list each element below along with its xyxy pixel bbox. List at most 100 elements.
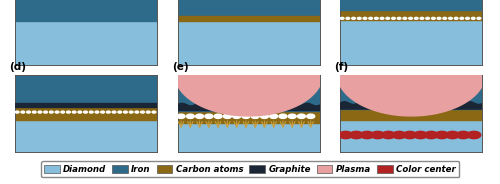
Text: (f): (f) (334, 62, 348, 72)
Circle shape (61, 111, 64, 113)
Circle shape (260, 114, 268, 118)
Bar (178, 111, 320, 123)
Circle shape (177, 114, 185, 118)
Circle shape (380, 17, 384, 19)
Circle shape (460, 17, 464, 19)
Circle shape (224, 114, 232, 118)
Circle shape (130, 111, 133, 113)
Circle shape (270, 114, 278, 118)
Circle shape (205, 114, 213, 118)
Text: (e): (e) (172, 62, 188, 72)
Bar (15, 120, 158, 152)
Circle shape (38, 111, 42, 113)
Circle shape (78, 111, 82, 113)
Circle shape (477, 17, 481, 19)
Polygon shape (174, 74, 323, 116)
Polygon shape (337, 74, 486, 116)
Circle shape (448, 17, 452, 19)
Circle shape (466, 17, 469, 19)
Circle shape (374, 17, 378, 19)
Circle shape (414, 131, 428, 139)
Circle shape (414, 17, 418, 19)
Circle shape (358, 17, 361, 19)
Bar (340, 0, 482, 10)
Circle shape (26, 111, 30, 113)
Circle shape (360, 131, 374, 139)
Bar (178, 21, 320, 65)
Circle shape (426, 17, 430, 19)
Circle shape (435, 131, 448, 139)
Circle shape (371, 131, 384, 139)
Circle shape (392, 17, 396, 19)
Circle shape (456, 131, 470, 139)
Circle shape (386, 17, 390, 19)
Bar (178, 16, 320, 21)
Bar (340, 75, 482, 109)
Circle shape (90, 111, 93, 113)
Circle shape (437, 17, 441, 19)
Circle shape (44, 111, 48, 113)
Circle shape (112, 111, 116, 113)
Circle shape (232, 114, 240, 118)
Bar (340, 20, 482, 65)
Circle shape (432, 17, 435, 19)
Polygon shape (340, 102, 482, 109)
Circle shape (454, 17, 458, 19)
Circle shape (55, 111, 59, 113)
Circle shape (66, 111, 70, 113)
Circle shape (398, 17, 401, 19)
Circle shape (363, 17, 367, 19)
Circle shape (186, 114, 194, 118)
Circle shape (72, 111, 76, 113)
Circle shape (306, 114, 314, 118)
Circle shape (118, 111, 122, 113)
Circle shape (288, 114, 296, 118)
Circle shape (339, 131, 352, 139)
Circle shape (124, 111, 128, 113)
Circle shape (135, 111, 138, 113)
Circle shape (420, 17, 424, 19)
Circle shape (214, 114, 222, 118)
Circle shape (106, 111, 110, 113)
Circle shape (95, 111, 99, 113)
Circle shape (196, 114, 203, 118)
Circle shape (350, 131, 363, 139)
Legend: Diamond, Iron, Carbon atoms, Graphite, Plasma, Color center: Diamond, Iron, Carbon atoms, Graphite, P… (41, 161, 459, 177)
Bar (340, 109, 482, 120)
Polygon shape (178, 103, 320, 111)
Bar (15, 107, 158, 120)
Circle shape (443, 17, 446, 19)
Bar (15, 75, 158, 103)
Circle shape (50, 111, 53, 113)
Circle shape (352, 17, 356, 19)
Circle shape (140, 111, 144, 113)
Bar (178, 123, 320, 152)
Circle shape (279, 114, 287, 118)
Bar (15, 0, 158, 21)
Bar (340, 0, 482, 20)
Circle shape (32, 111, 36, 113)
Circle shape (472, 17, 475, 19)
Circle shape (467, 131, 481, 139)
Circle shape (424, 131, 438, 139)
Circle shape (298, 114, 306, 118)
Circle shape (242, 114, 250, 118)
Circle shape (346, 17, 350, 19)
Circle shape (251, 114, 259, 118)
Circle shape (403, 17, 406, 19)
Bar (15, 103, 158, 107)
Bar (178, 75, 320, 111)
Circle shape (152, 111, 156, 113)
Circle shape (382, 131, 396, 139)
Circle shape (408, 17, 412, 19)
Circle shape (146, 111, 150, 113)
Circle shape (101, 111, 104, 113)
Circle shape (16, 111, 19, 113)
Circle shape (21, 111, 24, 113)
Bar (340, 120, 482, 152)
Bar (15, 21, 158, 65)
Bar (178, 0, 320, 16)
Circle shape (84, 111, 87, 113)
Circle shape (392, 131, 406, 139)
Circle shape (446, 131, 460, 139)
